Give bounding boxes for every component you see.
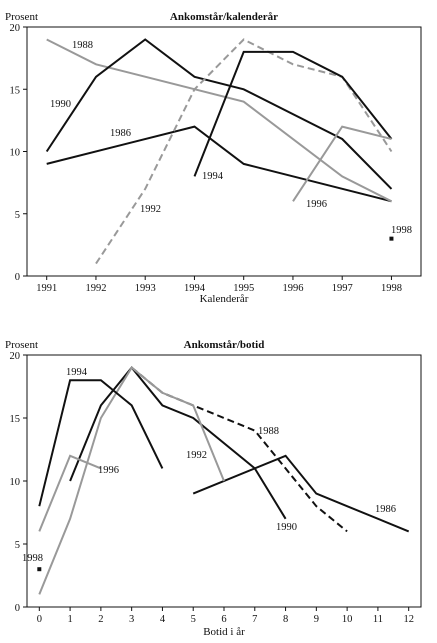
x-tick-label: 11 [373,614,383,625]
x-axis-label: Botid i år [203,626,245,638]
y-axis-label: Prosent [5,339,38,351]
series-label-1994: 1994 [66,367,88,378]
series-line-1986 [46,125,392,203]
x-axis-ticks: 0 1 2 3 4 5 6 7 8 9 10 11 12 [37,607,414,625]
x-tick-label: 1993 [135,283,156,294]
series-line-1988 [131,366,348,533]
series-label-1998: 1998 [391,225,412,236]
series-labels: 1986 1988 1990 1992 1994 1996 1998 [50,40,412,236]
series-line-1992 [95,38,393,265]
x-tick-label: 5 [191,614,196,625]
x-tick-label: 2 [98,614,103,625]
series-line-1994 [193,50,393,177]
series-label-1990: 1990 [276,522,297,533]
x-tick-label: 4 [160,614,166,625]
series-point-1998 [37,567,42,572]
y-tick-label: 10 [10,148,21,159]
x-tick-label: 3 [129,614,134,625]
series-line-1988 [46,38,392,203]
x-tick-label: 10 [342,614,353,625]
y-tick-label: 0 [15,603,20,614]
y-tick-label: 5 [15,540,20,551]
series-labels: 1986 1988 1990 1992 1994 1996 1998 [22,367,396,564]
x-tick-label: 9 [314,614,319,625]
series-line-1996 [292,125,392,202]
chart-title: Ankomstår/botid [184,339,265,351]
x-tick-label: 1991 [36,283,57,294]
x-axis-ticks: 1991 1992 1993 1994 1995 1996 1997 1998 [36,276,402,294]
x-tick-label: 12 [403,614,414,625]
y-tick-label: 15 [10,414,21,425]
series-line-1990 [69,366,287,520]
y-tick-label: 0 [15,272,20,283]
y-tick-label: 10 [10,477,21,488]
series-line-1990 [45,38,393,190]
y-tick-label: 20 [10,23,21,34]
series-label-1986: 1986 [375,504,396,515]
y-axis-ticks: 0 5 10 15 20 [10,351,27,614]
x-tick-label: 1992 [85,283,106,294]
y-tick-label: 15 [10,85,21,96]
series-line-1994 [38,379,164,507]
chart-title: Ankomstår/kalenderår [170,11,278,23]
series-label-1992: 1992 [186,450,207,461]
series-label-1992: 1992 [140,204,161,215]
x-tick-label: 8 [283,614,288,625]
chart-calendar-year: Prosent Ankomstår/kalenderår 1991 1992 199… [5,11,422,305]
series-lines [45,38,394,265]
series-line-1996 [38,454,102,532]
y-axis-ticks: 0 5 10 15 20 [10,23,27,283]
x-tick-label: 1994 [184,283,206,294]
series-point-1998 [389,236,394,241]
x-tick-label: 1995 [233,283,254,294]
x-tick-label: 0 [37,614,42,625]
plot-frame [26,26,422,277]
x-tick-label: 1996 [282,283,303,294]
x-axis-label: Kalenderår [200,293,249,305]
x-tick-label: 1 [67,614,72,625]
y-axis-label: Prosent [5,11,38,23]
series-label-1998: 1998 [22,553,43,564]
series-label-1988: 1988 [258,426,279,437]
series-line-1986 [192,454,410,533]
series-label-1988: 1988 [72,40,93,51]
series-label-1990: 1990 [50,99,71,110]
x-tick-label: 6 [221,614,226,625]
series-line-1992 [38,366,225,595]
series-label-1996: 1996 [98,465,119,476]
y-tick-label: 5 [15,210,20,221]
series-label-1996: 1996 [306,199,327,210]
chart-years-of-residence: Prosent Ankomstår/botid 0 1 2 3 4 5 6 7 8 9 10 11 12… [5,339,422,638]
y-tick-label: 20 [10,351,21,362]
x-tick-label: 7 [252,614,257,625]
series-lines [37,366,410,595]
x-tick-label: 1997 [332,283,353,294]
series-label-1986: 1986 [110,128,131,139]
series-label-1994: 1994 [202,171,224,182]
x-tick-label: 1998 [381,283,402,294]
